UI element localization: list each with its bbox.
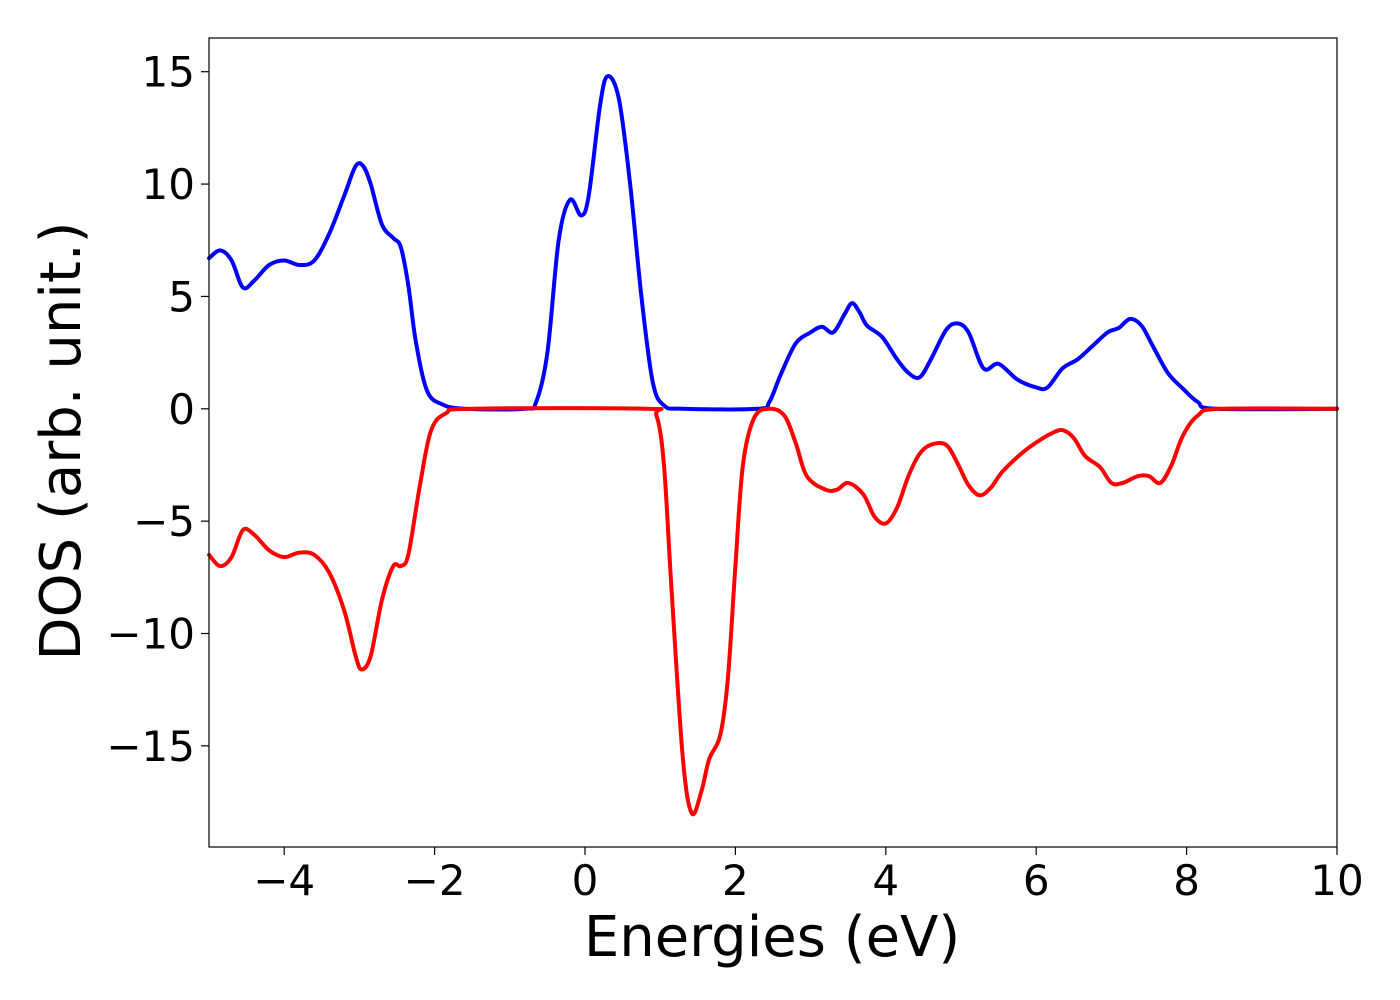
x-axis-label: Energies (eV): [584, 905, 960, 970]
series-line-1: [207, 74, 1339, 412]
x-tick-label: 10: [1310, 856, 1363, 905]
series-line-2: [207, 406, 1339, 817]
y-tick-label: 10: [142, 160, 195, 209]
x-tick-label: 8: [1173, 856, 1200, 905]
x-axis-ticks: −4 −2 0 2 4 6 8 10: [253, 847, 1364, 905]
x-tick-label: 6: [1023, 856, 1050, 905]
y-tick-label: −10: [106, 610, 195, 659]
x-tick-label: −2: [404, 856, 466, 905]
x-tick-label: 2: [722, 856, 749, 905]
y-axis-ticks: 15 10 5 0 −5 −10 −15: [106, 48, 209, 771]
x-tick-label: −4: [253, 856, 315, 905]
x-tick-label: 4: [872, 856, 899, 905]
y-tick-label: −5: [133, 497, 195, 546]
y-tick-label: 15: [142, 48, 195, 97]
x-tick-label: 0: [572, 856, 599, 905]
y-axis-label: DOS (arb. unit.): [29, 221, 94, 660]
y-tick-label: 0: [168, 385, 195, 434]
series-layer: [207, 74, 1339, 817]
y-tick-label: −15: [106, 722, 195, 771]
y-tick-label: 5: [168, 272, 195, 321]
plot-frame: [208, 37, 1338, 848]
